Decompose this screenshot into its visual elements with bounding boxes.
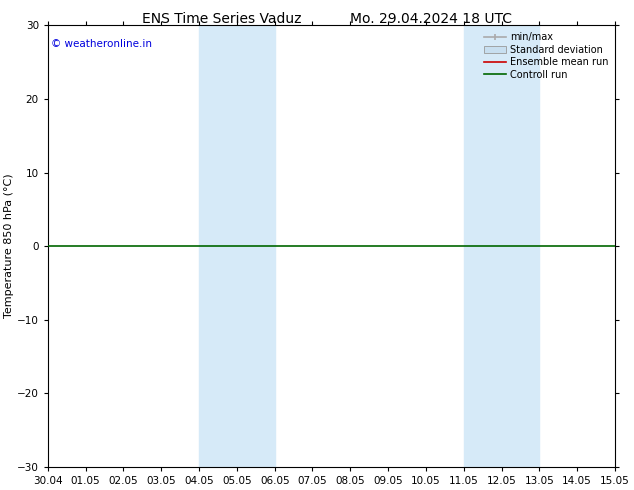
Text: Mo. 29.04.2024 18 UTC: Mo. 29.04.2024 18 UTC [350, 12, 512, 26]
Bar [501, 25, 540, 467]
Text: © weatheronline.in: © weatheronline.in [51, 39, 152, 49]
Bar [463, 25, 501, 467]
Bar [199, 25, 237, 467]
Bar [237, 25, 275, 467]
Legend: min/max, Standard deviation, Ensemble mean run, Controll run: min/max, Standard deviation, Ensemble me… [482, 30, 610, 81]
Text: ENS Time Series Vaduz: ENS Time Series Vaduz [142, 12, 302, 26]
Y-axis label: Temperature 850 hPa (°C): Temperature 850 hPa (°C) [4, 174, 14, 318]
